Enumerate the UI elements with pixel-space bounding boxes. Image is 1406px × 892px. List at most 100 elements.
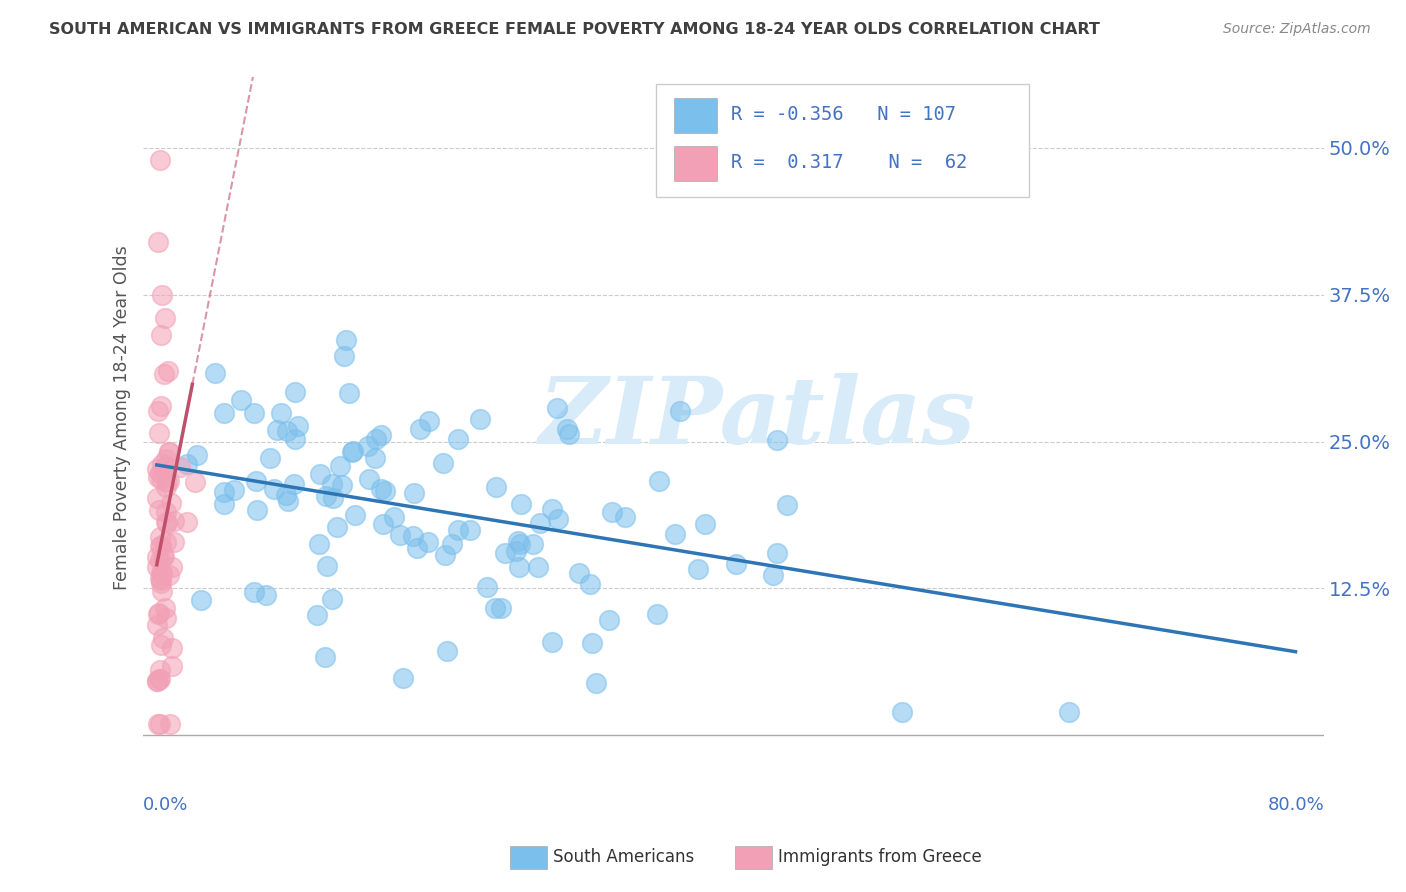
Point — [287, 418, 309, 433]
Point — [243, 585, 266, 599]
Point — [149, 472, 172, 486]
Point — [212, 484, 235, 499]
Point — [522, 537, 544, 551]
Point — [508, 534, 530, 549]
Text: 80.0%: 80.0% — [1267, 797, 1324, 814]
Text: R = -0.356   N = 107: R = -0.356 N = 107 — [731, 105, 956, 124]
Point — [155, 459, 177, 474]
Point — [146, 462, 169, 476]
Point — [724, 557, 747, 571]
Point — [146, 491, 169, 505]
Point — [322, 491, 344, 505]
Point — [212, 406, 235, 420]
Y-axis label: Female Poverty Among 18-24 Year Olds: Female Poverty Among 18-24 Year Olds — [114, 245, 131, 591]
Point — [766, 434, 789, 448]
Text: South Americans: South Americans — [553, 848, 693, 866]
Point — [344, 508, 367, 523]
Point — [766, 546, 789, 560]
Text: SOUTH AMERICAN VS IMMIGRANTS FROM GREECE FEMALE POVERTY AMONG 18-24 YEAR OLDS CO: SOUTH AMERICAN VS IMMIGRANTS FROM GREECE… — [49, 22, 1099, 37]
Point — [150, 457, 173, 471]
Point — [664, 527, 686, 541]
Point — [382, 510, 405, 524]
Point — [484, 480, 506, 494]
Point — [155, 535, 177, 549]
Point — [648, 475, 671, 489]
Point — [337, 385, 360, 400]
Point — [146, 559, 169, 574]
Point — [160, 560, 183, 574]
Point — [259, 450, 281, 465]
Point — [475, 580, 498, 594]
Point — [276, 424, 298, 438]
Point — [149, 566, 172, 580]
Point — [149, 153, 172, 167]
Point — [163, 535, 186, 549]
Point — [309, 467, 332, 481]
Point — [418, 535, 440, 549]
Point — [277, 493, 299, 508]
Point — [579, 577, 602, 591]
Point — [149, 466, 172, 480]
Point — [409, 422, 432, 436]
Point — [392, 671, 415, 685]
Point — [329, 458, 352, 473]
Point — [568, 566, 591, 581]
Point — [308, 537, 330, 551]
Point — [406, 541, 429, 555]
Point — [152, 463, 174, 477]
Point — [186, 448, 208, 462]
Point — [402, 529, 425, 543]
Point — [432, 456, 454, 470]
Point — [155, 611, 177, 625]
Point — [316, 558, 339, 573]
Point — [146, 550, 169, 565]
Point — [614, 509, 637, 524]
Point — [149, 540, 172, 554]
Point — [148, 425, 170, 440]
Point — [156, 516, 179, 530]
Point — [891, 705, 914, 719]
Point — [447, 432, 470, 446]
Point — [246, 503, 269, 517]
Point — [558, 427, 581, 442]
Point — [212, 497, 235, 511]
Point — [440, 537, 463, 551]
Point — [342, 444, 364, 458]
Point — [695, 517, 717, 532]
Point — [184, 475, 207, 489]
Point — [149, 673, 172, 687]
Point — [581, 636, 603, 650]
Point — [148, 606, 170, 620]
Point — [342, 444, 364, 458]
Point — [204, 367, 226, 381]
Point — [333, 349, 356, 363]
Point — [314, 650, 336, 665]
Point — [433, 548, 456, 562]
Point — [150, 400, 173, 414]
Point — [509, 496, 531, 510]
Point — [146, 673, 169, 688]
Point — [150, 573, 173, 587]
Point — [359, 472, 381, 486]
Point — [157, 444, 180, 458]
Point — [274, 488, 297, 502]
Point — [148, 503, 170, 517]
Point — [159, 716, 181, 731]
FancyBboxPatch shape — [657, 84, 1029, 196]
Point — [152, 631, 174, 645]
Point — [160, 496, 183, 510]
Text: R =  0.317    N =  62: R = 0.317 N = 62 — [731, 153, 967, 172]
Point — [762, 568, 785, 582]
Point — [156, 475, 179, 489]
Point — [149, 571, 172, 585]
Point — [357, 439, 380, 453]
Point — [284, 432, 307, 446]
Point — [149, 530, 172, 544]
Point — [149, 716, 172, 731]
Point — [163, 514, 186, 528]
Point — [146, 673, 169, 688]
Point — [155, 452, 177, 467]
Point — [157, 364, 180, 378]
Point — [270, 406, 292, 420]
Point — [315, 489, 337, 503]
